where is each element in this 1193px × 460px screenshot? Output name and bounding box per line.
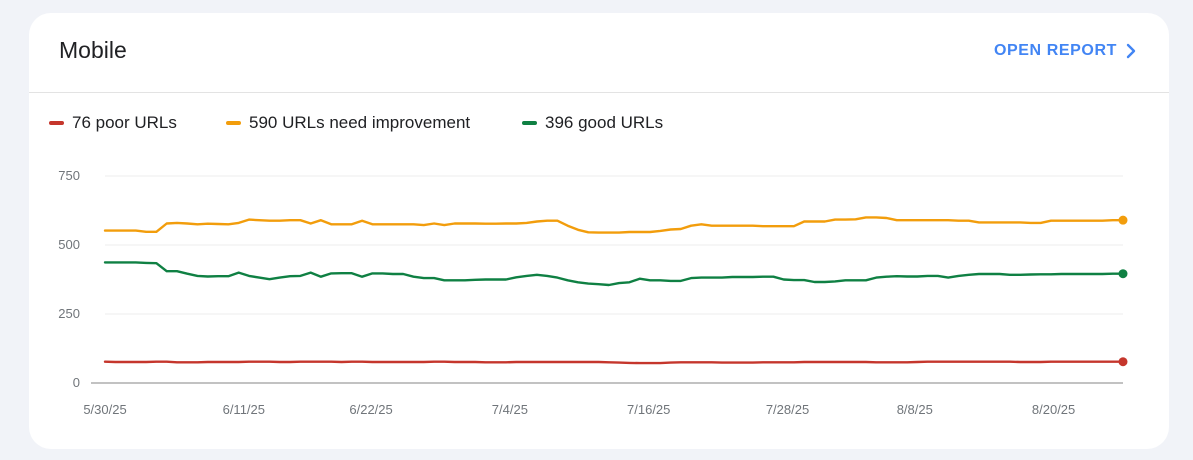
legend-item-improve[interactable]: 590 URLs need improvement xyxy=(226,113,470,133)
x-tick-label: 5/30/25 xyxy=(83,402,126,417)
x-tick-label: 8/20/25 xyxy=(1032,402,1075,417)
open-report-label: OPEN REPORT xyxy=(993,42,1117,59)
x-tick-label: 7/4/25 xyxy=(492,402,528,417)
series-end-point-good xyxy=(1118,269,1128,279)
y-tick-label: 750 xyxy=(58,168,80,183)
legend-label-good: 396 good URLs xyxy=(545,113,664,132)
mobile-report-card: Mobile OPEN REPORT 76 poor URLs 590 URLs… xyxy=(29,13,1169,449)
legend-swatch-good xyxy=(522,121,537,125)
y-tick-label: 250 xyxy=(58,306,80,321)
y-tick-label: 0 xyxy=(73,375,80,390)
x-tick-label: 6/11/25 xyxy=(223,402,265,417)
series-line-good xyxy=(103,261,1125,287)
series-line-poor xyxy=(103,360,1125,365)
legend-item-good[interactable]: 396 good URLs xyxy=(522,113,663,133)
series-end-point-poor xyxy=(1118,357,1128,367)
x-tick-label: 7/16/25 xyxy=(627,402,670,417)
series-end-point-improve xyxy=(1118,215,1128,225)
x-tick-label: 6/22/25 xyxy=(349,402,392,417)
x-tick-label: 8/8/25 xyxy=(897,402,933,417)
card-header: Mobile OPEN REPORT xyxy=(29,13,1169,93)
legend-label-improve: 590 URLs need improvement xyxy=(249,113,471,132)
legend-item-poor[interactable]: 76 poor URLs xyxy=(49,113,177,133)
y-tick-label: 500 xyxy=(58,237,80,252)
x-tick-label: 7/28/25 xyxy=(766,402,809,417)
legend-swatch-poor xyxy=(49,121,64,125)
line-chart: 0 250 500 750 5/30/25 6/11/25 6/22/25 7/4/25 7/1… xyxy=(58,168,1128,417)
open-report-button[interactable]: OPEN REPORT xyxy=(994,42,1137,60)
legend-swatch-improve xyxy=(226,121,241,125)
series-line-improve xyxy=(103,216,1125,234)
chevron-right-icon xyxy=(1125,43,1137,59)
legend-label-poor: 76 poor URLs xyxy=(72,113,177,132)
card-title: Mobile xyxy=(59,37,127,63)
